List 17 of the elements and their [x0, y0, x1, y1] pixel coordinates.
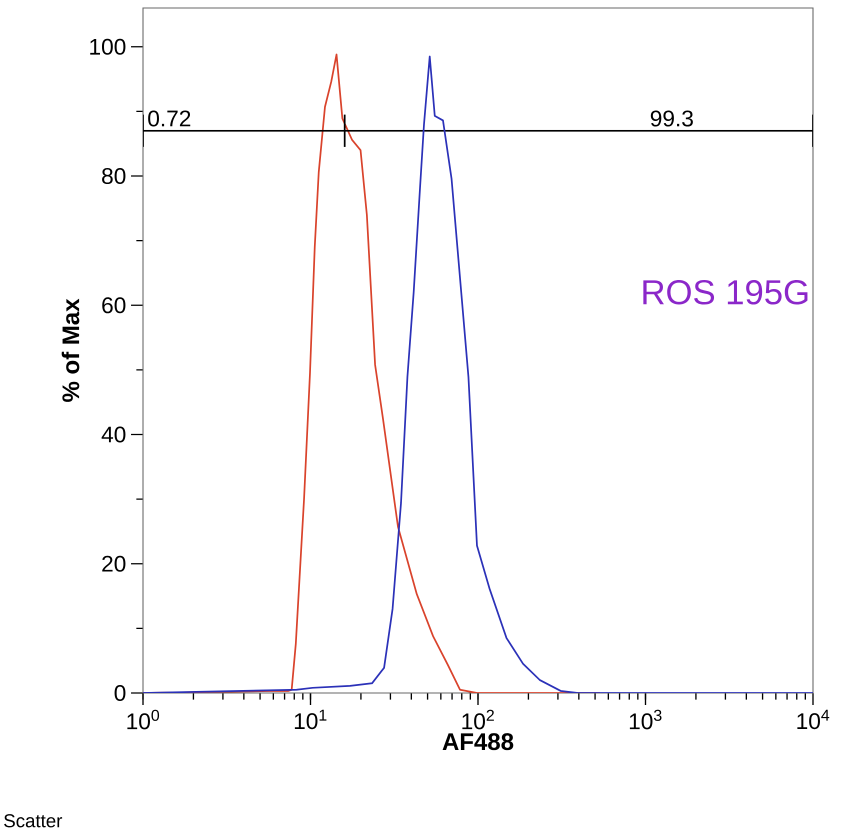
annotation: 99.3	[650, 110, 693, 127]
y-tick-label: 0	[114, 684, 126, 702]
text: Scatter	[4, 814, 62, 828]
y-tick-label: 100	[90, 38, 126, 55]
x-tick-label: 10$^{3}$	[630, 710, 662, 730]
x-tick-label: 10$^{0}$	[127, 710, 160, 730]
x-tick-label: 10$^{1}$	[294, 710, 326, 730]
y-tick-label: 40	[102, 426, 126, 443]
y-tick-label: 80	[102, 168, 126, 184]
annotation: ROS 195G	[643, 280, 808, 305]
x-tick-label: 10$^{2}$	[462, 710, 494, 730]
x-axis-title: AF488	[442, 733, 514, 750]
y-tick-label: 20	[102, 556, 126, 572]
x-tick-label: 10$^{4}$	[797, 710, 830, 730]
annotation: 0.72	[148, 110, 190, 127]
y-tick-label: 60	[102, 297, 126, 314]
y-axis-title: % of Max	[62, 298, 80, 402]
